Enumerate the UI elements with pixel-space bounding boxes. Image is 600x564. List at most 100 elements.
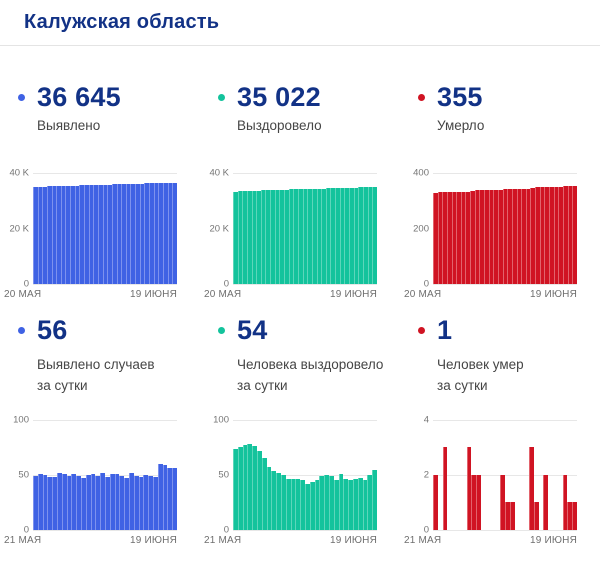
x-axis-tick: 19 ИЮНЯ xyxy=(329,289,377,301)
y-axis-tick: 4 xyxy=(423,414,429,426)
recovered-total-chart: 40 K 20 K 0 20 МАЯ 19 ИЮНЯ xyxy=(204,168,377,300)
bar xyxy=(111,184,117,285)
gridline xyxy=(433,474,577,476)
x-axis-tick: 19 ИЮНЯ xyxy=(529,289,577,301)
stat-confirmed-total: 36 645 Выявлено xyxy=(0,82,200,136)
recovered-total-value: 35 022 xyxy=(237,81,321,112)
bar xyxy=(237,447,243,530)
bar xyxy=(252,446,257,530)
x-axis-tick: 20 МАЯ xyxy=(204,289,242,301)
recovered-total-label: Выздоровело xyxy=(237,116,400,136)
panel-confirmed-daily: 56 Выявлено случаев за сутки 100 50 0 21 МА… xyxy=(0,284,200,546)
bar xyxy=(121,184,126,285)
bar xyxy=(84,185,89,285)
bar xyxy=(437,192,443,285)
panel-confirmed-total: 36 645 Выявлено 40 K 20 K 0 20 МАЯ 19 ИЮНЯ xyxy=(0,46,200,300)
bar xyxy=(42,474,48,530)
bar xyxy=(338,473,344,530)
bar xyxy=(372,187,377,285)
bar xyxy=(124,478,129,530)
bar xyxy=(158,183,163,285)
bar xyxy=(311,188,317,285)
bar xyxy=(558,186,563,285)
bar xyxy=(70,185,75,285)
bar xyxy=(290,479,296,530)
bar xyxy=(157,463,163,530)
bar xyxy=(80,478,86,530)
bar xyxy=(237,191,243,285)
bar xyxy=(153,183,159,285)
x-axis-tick: 20 МАЯ xyxy=(4,289,42,301)
x-axis-labels: 21 МАЯ 19 ИЮНЯ xyxy=(404,535,577,546)
bar xyxy=(260,190,266,285)
bar xyxy=(324,474,329,530)
stat-label-line: Человек умер xyxy=(437,357,524,373)
gridline xyxy=(433,173,577,175)
bar xyxy=(476,474,481,530)
bar xyxy=(314,480,320,530)
bar xyxy=(543,474,549,530)
bar xyxy=(276,472,281,530)
bar xyxy=(533,502,539,530)
bar xyxy=(33,186,38,285)
gridline xyxy=(233,173,377,175)
gridline xyxy=(33,284,177,286)
bar xyxy=(88,185,94,285)
stat-recovered-total: 35 022 Выздоровело xyxy=(200,82,400,136)
bar xyxy=(293,189,298,285)
bar xyxy=(497,189,503,285)
bar xyxy=(479,189,485,285)
bar xyxy=(460,191,466,285)
deaths-total-chart: 400 200 0 20 МАЯ 19 ИЮНЯ xyxy=(404,168,577,300)
stat-label-line: за сутки xyxy=(237,377,288,393)
bar xyxy=(349,187,354,285)
bar xyxy=(66,475,72,530)
bar xyxy=(288,189,294,285)
bar xyxy=(104,476,110,530)
x-axis-tick: 19 ИЮНЯ xyxy=(529,534,577,546)
recovered-daily-bullet-icon xyxy=(218,326,225,334)
bar xyxy=(343,479,349,530)
bar xyxy=(544,186,550,285)
bar xyxy=(567,186,573,285)
bar xyxy=(353,187,359,285)
bar xyxy=(521,188,526,285)
bars-area xyxy=(33,173,177,285)
bar xyxy=(357,478,363,530)
recovered-daily-value: 54 xyxy=(237,314,268,345)
bar xyxy=(528,447,534,530)
bar xyxy=(516,188,522,285)
bar xyxy=(172,468,177,530)
bar xyxy=(138,476,144,530)
bar xyxy=(37,186,43,285)
bar xyxy=(261,458,267,530)
deaths-daily-label: Человек умер за сутки xyxy=(437,355,600,396)
bar xyxy=(465,191,471,285)
bar xyxy=(456,191,461,285)
bar xyxy=(367,187,373,285)
bar xyxy=(65,185,71,285)
bar xyxy=(442,192,447,285)
deaths-daily-bullet-icon xyxy=(418,326,425,334)
bar xyxy=(511,188,517,285)
bar xyxy=(446,191,452,285)
confirmed-daily-bullet-icon xyxy=(18,326,25,334)
bar xyxy=(500,474,505,530)
panel-recovered-total: 35 022 Выздоровело 40 K 20 K 0 20 МАЯ 19 ИЮН… xyxy=(200,46,400,300)
bar xyxy=(143,474,149,530)
bar xyxy=(133,475,139,530)
bar xyxy=(149,183,154,285)
bar xyxy=(114,473,120,530)
gridline xyxy=(433,529,577,531)
bar xyxy=(325,188,331,285)
y-axis-tick: 100 xyxy=(13,414,29,426)
bar xyxy=(52,476,57,530)
bar xyxy=(107,184,112,285)
confirmed-daily-chart: 100 50 0 21 МАЯ 19 ИЮНЯ xyxy=(4,414,177,546)
bar xyxy=(539,187,545,285)
bar xyxy=(451,191,457,285)
bar xyxy=(549,186,554,285)
bar xyxy=(321,188,326,285)
bar xyxy=(130,183,136,285)
bar xyxy=(307,188,312,285)
